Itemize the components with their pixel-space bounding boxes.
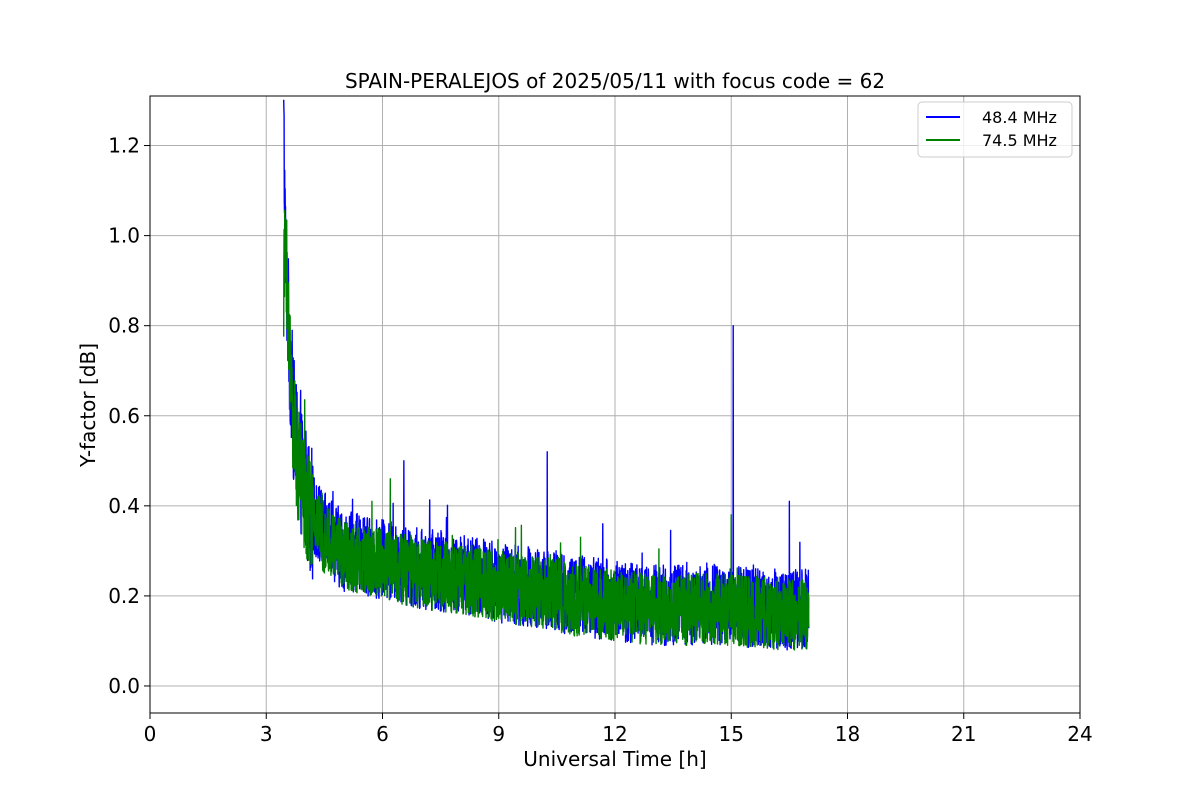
x-axis-ticks: 0 3 6 9 12 15 18 21 24 [144,713,1093,746]
x-tick-label: 18 [835,722,860,746]
y-axis-label: Y-factor [dB] [76,343,100,468]
y-tick-label: 0.0 [108,674,140,698]
x-axis-label: Universal Time [h] [523,747,706,771]
chart-title: SPAIN-PERALEJOS of 2025/05/11 with focus… [345,69,885,93]
x-tick-label: 6 [376,722,389,746]
y-axis-ticks: 0.0 0.2 0.4 0.6 0.8 1.0 1.2 [108,134,150,698]
x-tick-label: 12 [602,722,627,746]
legend-label-series-2: 74.5 MHz [982,131,1057,150]
x-tick-label: 3 [260,722,273,746]
legend-box [917,101,1073,158]
x-tick-label: 15 [719,722,744,746]
series-layer [282,99,810,651]
x-tick-label: 9 [492,722,505,746]
legend: 48.4 MHz 74.5 MHz [917,101,1073,158]
y-tick-label: 0.8 [108,314,140,338]
y-tick-label: 0.4 [108,494,140,518]
x-tick-label: 24 [1067,722,1092,746]
y-tick-label: 0.6 [108,404,140,428]
series-line-2 [282,209,810,651]
legend-label-series-1: 48.4 MHz [982,108,1057,127]
x-tick-label: 0 [144,722,157,746]
x-tick-label: 21 [951,722,976,746]
y-tick-label: 1.0 [108,224,140,248]
y-tick-label: 0.2 [108,584,140,608]
y-tick-label: 1.2 [108,134,140,158]
